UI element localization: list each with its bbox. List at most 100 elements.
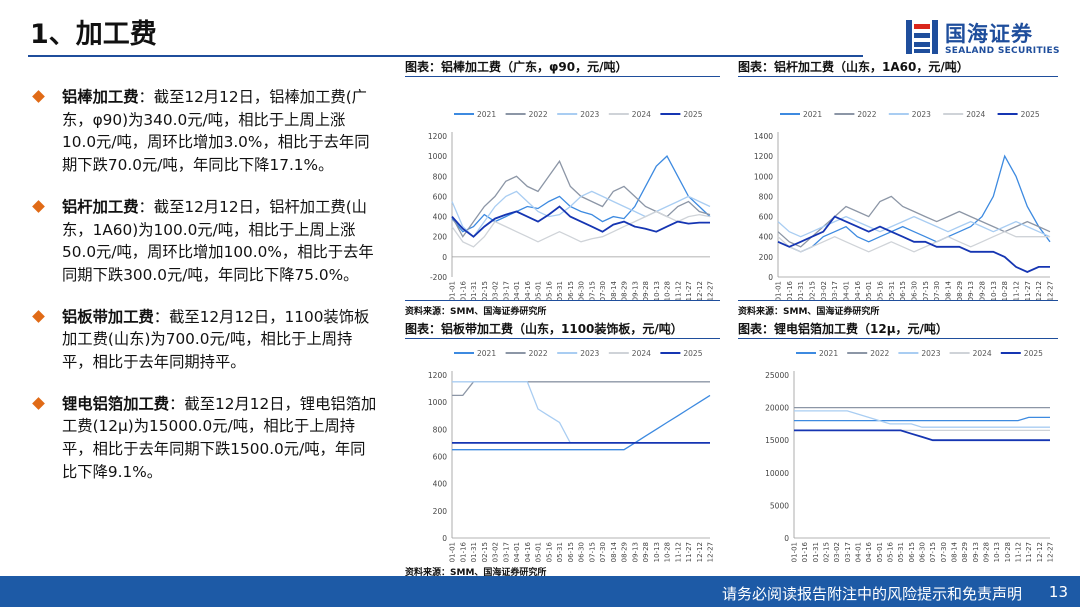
y-tick-label: 1000: [428, 152, 447, 161]
x-tick-label: 02-15: [481, 281, 489, 301]
bullet-wire: 铝杆加工费：截至12月12日，铝杆加工费(山东，1A60)为100.0元/吨，相…: [32, 196, 377, 287]
bullet-text: ：截至12月12日，铝杆加工费(山东，1A60)为100.0元/吨，相比于上周上…: [62, 197, 374, 284]
x-tick-label: 11-27: [685, 542, 693, 562]
y-tick-label: 200: [433, 233, 448, 242]
y-tick-label: 5000: [770, 501, 789, 510]
x-tick-label: 10-28: [1001, 281, 1009, 301]
x-tick-label: 07-30: [940, 542, 948, 562]
chart-plot: 2021 2022 2023 2024 2025 -200 0 200 400 600 800 100…: [428, 110, 715, 301]
x-tick-label: 12-27: [707, 281, 715, 301]
y-tick-label: 0: [768, 273, 773, 282]
y-tick-label: 400: [433, 213, 448, 222]
x-tick-label: 07-30: [599, 542, 607, 562]
x-tick-label: 03-17: [844, 542, 852, 562]
chart-plot: 2021 2022 2023 2024 2025 0 200 400 600 800 1000 120…: [428, 349, 715, 562]
x-tick-label: 11-12: [1013, 281, 1021, 301]
x-tick-label: 04-16: [865, 541, 873, 562]
x-tick-label: 07-30: [933, 281, 941, 301]
x-tick-label: 01-16: [459, 280, 467, 301]
chart-title: 图表：锂电铝箔加工费（12μ，元/吨）: [738, 322, 948, 336]
x-tick-label: 01-31: [470, 542, 478, 562]
x-tick-label: 09-28: [642, 281, 650, 301]
x-tick-label: 08-29: [621, 542, 629, 562]
legend-label: 2024: [966, 110, 985, 119]
bullet-label: 铝棒加工费: [62, 88, 139, 106]
legend-label: 2024: [973, 349, 992, 358]
series-line-2025: [794, 429, 1050, 442]
series-line-2023: [452, 381, 710, 444]
chart-source: 资料来源：SMM、国海证券研究所: [405, 568, 547, 578]
x-tick-label: 01-31: [470, 281, 478, 301]
x-tick-label: 05-01: [535, 281, 543, 301]
x-tick-label: 12-12: [1036, 542, 1044, 562]
x-tick-label: 01-31: [812, 542, 820, 562]
diamond-bullet-icon: [32, 90, 45, 103]
y-tick-label: 400: [759, 233, 774, 242]
x-tick-label: 08-14: [610, 280, 618, 301]
legend-label: 2025: [683, 349, 702, 358]
bullet-text: ：截至12月12日，铝棒加工费(广东，φ90)为340.0元/吨，相比于上周上涨…: [62, 88, 370, 175]
footer-bar: [0, 576, 1080, 607]
x-tick-label: 07-15: [922, 281, 930, 301]
sealand-logo-icon: [906, 20, 938, 54]
x-tick-label: 06-15: [567, 542, 575, 562]
x-tick-label: 08-14: [610, 541, 618, 562]
legend-label: 2021: [477, 110, 496, 119]
series-line-2021: [794, 416, 1050, 422]
y-tick-label: 15000: [765, 436, 789, 445]
x-tick-label: 09-13: [972, 542, 980, 562]
x-tick-label: 03-02: [833, 542, 841, 562]
x-tick-label: 09-28: [642, 542, 650, 562]
series-line-2023: [794, 410, 1050, 428]
chart-foil-fee: 图表：锂电铝箔加工费（12μ，元/吨） 2021 2022 2023 2024 2025…: [738, 320, 1058, 575]
x-tick-label: 05-31: [556, 281, 564, 301]
y-tick-label: 1000: [428, 398, 447, 407]
x-tick-label: 06-30: [578, 542, 586, 562]
x-tick-label: 12-27: [1047, 542, 1055, 562]
bullet-label: 锂电铝箔加工费: [62, 394, 170, 413]
series-line-2025: [451, 205, 710, 238]
x-tick-label: 11-27: [1024, 281, 1032, 301]
chart-title: 图表：铝杆加工费（山东，1A60，元/吨）: [738, 60, 969, 74]
chart-plate-fee: 图表：铝板带加工费（山东，1100装饰板，元/吨） 2021 2022 2023 20…: [405, 320, 720, 578]
y-tick-label: 1200: [754, 152, 773, 161]
x-tick-label: 03-02: [492, 281, 500, 301]
chart-source: 资料来源：SMM、国海证券研究所: [738, 307, 880, 317]
x-tick-label: 12-27: [1047, 281, 1055, 301]
diamond-bullet-icon: [32, 199, 45, 213]
series-line-2025: [777, 215, 1050, 273]
x-tick-label: 10-13: [653, 542, 661, 562]
y-tick-label: 200: [433, 507, 448, 516]
y-tick-label: 0: [442, 253, 447, 262]
x-tick-label: 07-15: [588, 542, 596, 562]
x-tick-label: 01-16: [459, 541, 467, 562]
x-tick-label: 12-12: [696, 281, 704, 301]
logo-name-en: SEALAND SECURITIES: [945, 46, 1060, 56]
x-tick-label: 01-01: [791, 542, 799, 562]
series-line-2022: [452, 381, 710, 397]
chart-title-rule: [738, 76, 1058, 77]
legend-label: 2022: [529, 110, 548, 119]
x-tick-label: 11-27: [1025, 542, 1033, 562]
y-tick-label: 0: [784, 534, 789, 543]
chart-plot: 2021 2022 2023 2024 2025 0 200 400 600 800 1000 120…: [754, 110, 1055, 301]
x-tick-label: 05-31: [556, 542, 564, 562]
x-tick-label: 10-28: [1004, 542, 1012, 562]
legend-label: 2023: [921, 349, 940, 358]
legend-label: 2021: [477, 349, 496, 358]
x-tick-label: 02-15: [823, 542, 831, 562]
chart-plot: 2021 2022 2023 2024 2025 0 5000 10000 15000 20000…: [765, 349, 1055, 562]
legend-label: 2025: [1021, 110, 1040, 119]
legend-label: 2025: [1024, 349, 1043, 358]
x-tick-label: 06-30: [578, 281, 586, 301]
x-tick-label: 08-29: [961, 542, 969, 562]
y-tick-label: 400: [433, 480, 448, 489]
x-tick-label: 01-16: [801, 541, 809, 562]
bullet-list: 铝棒加工费：截至12月12日，铝棒加工费(广东，φ90)为340.0元/吨，相比…: [32, 86, 377, 503]
x-tick-label: 03-02: [820, 281, 828, 301]
x-tick-label: 04-16: [524, 541, 532, 562]
x-tick-label: 06-15: [899, 281, 907, 301]
x-tick-label: 02-15: [481, 542, 489, 562]
legend-label: 2021: [819, 349, 838, 358]
title-divider: [28, 55, 863, 57]
